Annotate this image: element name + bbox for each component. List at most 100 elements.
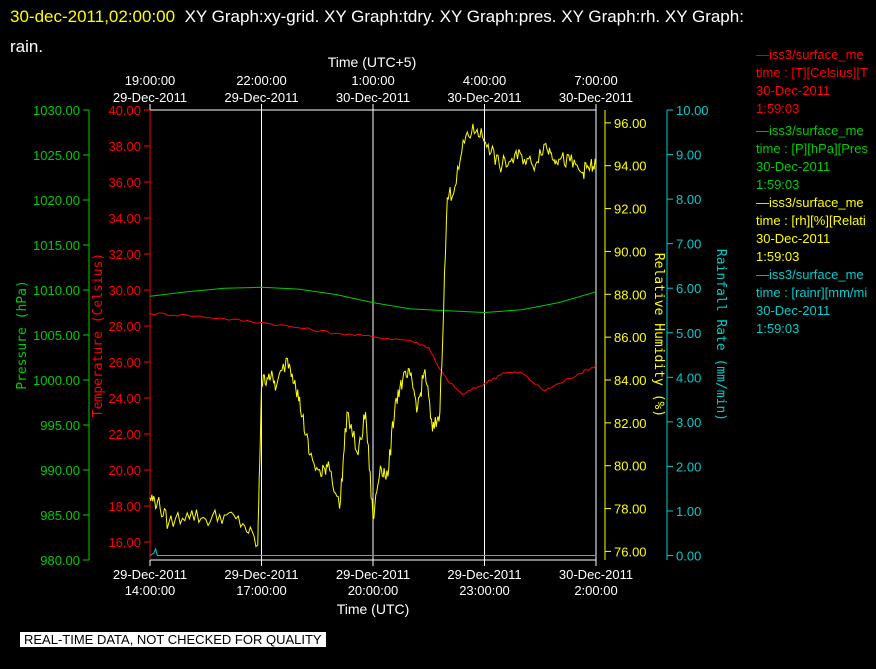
- legend-line1: —iss3/surface_me: [756, 123, 864, 138]
- x-top-tick-label-time: 1:00:00: [351, 73, 394, 88]
- rain-tick-label: 3.00: [676, 415, 701, 430]
- legend-line4: 1:59:03: [756, 321, 800, 336]
- legend-line3: 30-Dec-2011: [756, 303, 831, 318]
- legend-line3: 30-Dec-2011: [756, 231, 831, 246]
- temperature-tick-label: 24.00: [108, 391, 141, 406]
- rain-tick-label: 1.00: [676, 504, 701, 519]
- x-top-tick-label-date: 29-Dec-2011: [224, 90, 298, 105]
- legend-line1: —iss3/surface_me: [756, 267, 864, 282]
- legend-line2: time : [P][hPa][Pres: [756, 141, 868, 156]
- temperature-axis-label: Temperature (Celsius): [91, 253, 106, 417]
- temperature-tick-label: 30.00: [108, 283, 141, 298]
- legend-line2: time : [rh][%][Relati: [756, 213, 866, 228]
- legend-line1: —iss3/surface_me: [756, 47, 864, 62]
- rain-axis-label: Rainfall Rate (mm/min): [713, 249, 728, 421]
- humidity-tick-label: 86.00: [614, 330, 647, 345]
- humidity-series-line: [149, 123, 597, 548]
- legend-entry-humidity: —iss3/surface_me time : [rh][%][Relati 3…: [756, 194, 876, 266]
- pressure-tick-label: 985.00: [40, 508, 80, 523]
- pressure-tick-label: 1015.00: [33, 238, 80, 253]
- page-header: 30-dec-2011,02:00:00 XY Graph:xy-grid. X…: [10, 2, 860, 62]
- temperature-tick-label: 22.00: [108, 427, 141, 442]
- pressure-tick-label: 1005.00: [33, 328, 80, 343]
- x-top-tick-label-date: 30-Dec-2011: [447, 90, 521, 105]
- legend-entry-rain: —iss3/surface_me time : [rainr][mm/mi 30…: [756, 266, 876, 338]
- temperature-tick-label: 16.00: [108, 535, 141, 550]
- rain-series-line: [149, 547, 596, 556]
- rain-tick-label: 0.00: [676, 549, 701, 564]
- rain-tick-label: 8.00: [676, 192, 701, 207]
- rain-tick-label: 5.00: [676, 326, 701, 341]
- humidity-tick-label: 96.00: [614, 116, 647, 131]
- temperature-tick-label: 26.00: [108, 355, 141, 370]
- humidity-tick-label: 94.00: [614, 159, 647, 174]
- x-top-tick-label-time: 22:00:00: [236, 73, 287, 88]
- temperature-tick-label: 34.00: [108, 211, 141, 226]
- rain-tick-label: 10.00: [676, 103, 709, 118]
- x-top-tick-label-date: 29-Dec-2011: [113, 90, 187, 105]
- x-tick-label-date: 29-Dec-2011: [113, 567, 187, 582]
- rain-tick-label: 7.00: [676, 237, 701, 252]
- temperature-tick-label: 28.00: [108, 319, 141, 334]
- x-top-tick-label-time: 7:00:00: [574, 73, 617, 88]
- x-tick-label-date: 29-Dec-2011: [224, 567, 298, 582]
- pressure-tick-label: 980.00: [40, 553, 80, 568]
- x-tick-label-date: 30-Dec-2011: [559, 567, 633, 582]
- legend-line4: 1:59:03: [756, 101, 800, 116]
- legend-line4: 1:59:03: [756, 177, 800, 192]
- humidity-tick-label: 92.00: [614, 202, 647, 217]
- legend-entry-pressure: —iss3/surface_me time : [P][hPa][Pres 30…: [756, 122, 876, 194]
- pressure-tick-label: 1010.00: [33, 283, 80, 298]
- humidity-tick-label: 88.00: [614, 287, 647, 302]
- temperature-tick-label: 32.00: [108, 247, 141, 262]
- rain-tick-label: 6.00: [676, 281, 701, 296]
- humidity-tick-label: 90.00: [614, 244, 647, 259]
- pressure-tick-label: 1025.00: [33, 148, 80, 163]
- legend-line3: 30-Dec-2011: [756, 159, 831, 174]
- x-tick-label-time: 20:00:00: [348, 583, 399, 598]
- legend-line3: 30-Dec-2011: [756, 83, 831, 98]
- pressure-axis-label: Pressure (hPa): [15, 280, 30, 390]
- header-timestamp: 30-dec-2011,02:00:00: [10, 7, 176, 26]
- x-top-tick-label-time: 19:00:00: [125, 73, 176, 88]
- header-graph-titles: XY Graph:xy-grid. XY Graph:tdry. XY Grap…: [184, 7, 744, 26]
- x-top-tick-label-time: 4:00:00: [463, 73, 506, 88]
- x-tick-label-date: 29-Dec-2011: [447, 567, 521, 582]
- rain-tick-label: 2.00: [676, 459, 701, 474]
- temperature-series-line: [149, 312, 597, 395]
- temperature-tick-label: 36.00: [108, 175, 141, 190]
- x-tick-label-time: 17:00:00: [236, 583, 287, 598]
- x-axis-label: Time (UTC): [337, 601, 410, 617]
- x-axis-label-top: Time (UTC+5): [328, 54, 417, 70]
- temperature-tick-label: 40.00: [108, 103, 141, 118]
- humidity-axis-label: Relative Humidity (%): [651, 253, 666, 417]
- legend-line2: time : [T][Celsius][T: [756, 65, 868, 80]
- temperature-tick-label: 38.00: [108, 139, 141, 154]
- rain-tick-label: 9.00: [676, 148, 701, 163]
- x-tick-label-time: 14:00:00: [125, 583, 176, 598]
- pressure-tick-label: 1030.00: [33, 103, 80, 118]
- x-tick-label-time: 2:00:00: [574, 583, 617, 598]
- x-top-tick-label-date: 30-Dec-2011: [336, 90, 410, 105]
- temperature-tick-label: 20.00: [108, 463, 141, 478]
- pressure-tick-label: 1000.00: [33, 373, 80, 388]
- legend-line1: —iss3/surface_me: [756, 195, 864, 210]
- qc-warning-banner: REAL-TIME DATA, NOT CHECKED FOR QUALITY: [20, 632, 326, 647]
- x-tick-label-time: 23:00:00: [459, 583, 510, 598]
- legend-entry-temperature: —iss3/surface_me time : [T][Celsius][T 3…: [756, 46, 876, 118]
- x-tick-label-date: 29-Dec-2011: [336, 567, 410, 582]
- pressure-tick-label: 990.00: [40, 463, 80, 478]
- legend-line4: 1:59:03: [756, 249, 800, 264]
- legend-line2: time : [rainr][mm/mi: [756, 285, 868, 300]
- header-graph-titles-cont: rain.: [10, 37, 44, 56]
- x-top-tick-label-date: 30-Dec-2011: [559, 90, 633, 105]
- humidity-tick-label: 84.00: [614, 373, 647, 388]
- pressure-tick-label: 1020.00: [33, 193, 80, 208]
- rain-tick-label: 4.00: [676, 370, 701, 385]
- humidity-tick-label: 80.00: [614, 459, 647, 474]
- pressure-tick-label: 995.00: [40, 418, 80, 433]
- humidity-tick-label: 78.00: [614, 502, 647, 517]
- humidity-tick-label: 76.00: [614, 544, 647, 559]
- humidity-tick-label: 82.00: [614, 416, 647, 431]
